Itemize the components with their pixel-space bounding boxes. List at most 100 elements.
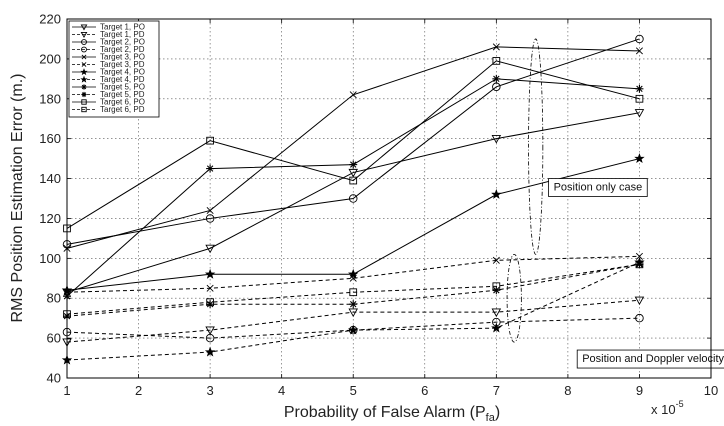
- legend-entry: Target 1, PO: [72, 23, 145, 32]
- legend-label: Target 3, PD: [100, 60, 145, 69]
- marker-star: [348, 324, 359, 335]
- x-axis-label-main: Probability of False Alarm (P: [284, 404, 486, 421]
- legend-label: Target 2, PO: [100, 38, 145, 47]
- series-line: [66, 112, 640, 293]
- y-tick-label: 100: [39, 251, 61, 266]
- series-line: [66, 317, 640, 339]
- x-tick-label: 6: [421, 383, 428, 398]
- x-tick-label: 5: [350, 383, 357, 398]
- marker-star: [491, 189, 502, 199]
- series-line: [66, 38, 640, 245]
- marker-x: [81, 62, 87, 67]
- marker-x: [206, 206, 214, 214]
- y-tick-label: 40: [47, 371, 61, 386]
- series-2: [62, 296, 645, 348]
- legend-entry: Target 6, PD: [72, 105, 145, 114]
- marker-asterisk: [81, 91, 87, 98]
- y-axis-label: RMS Position Estimation Error (m.): [9, 74, 26, 323]
- marker-square: [206, 298, 214, 307]
- marker-circle: [635, 34, 644, 44]
- marker-star: [204, 346, 216, 357]
- marker-x: [81, 54, 87, 60]
- x-axis-label: Probability of False Alarm (Pfa): [284, 404, 500, 424]
- annotation-box: [548, 178, 648, 197]
- legend-entry: Target 5, PD: [72, 90, 145, 99]
- marker-x-stroke: [492, 256, 500, 264]
- x-tick-label: 7: [493, 383, 500, 398]
- marker-triangle-down: [348, 308, 358, 318]
- x-axis-label-close: ): [495, 404, 500, 421]
- legend-label: Target 4, PD: [100, 75, 145, 84]
- marker-x-stroke: [635, 252, 643, 260]
- y-tick-label: 80: [47, 291, 61, 306]
- x-axis-multiplier: x 10-5: [651, 399, 684, 417]
- x-tick-label: 9: [636, 383, 643, 398]
- marker-circle: [635, 313, 644, 323]
- marker-square: [206, 136, 214, 145]
- marker-asterisk-stroke: [81, 92, 87, 97]
- marker-asterisk-stroke: [636, 261, 643, 268]
- annotation-label: Position and Doppler velocity case: [576, 349, 724, 369]
- series-line: [66, 299, 640, 343]
- legend-entry: Target 2, PD: [72, 45, 145, 54]
- legend-label: Target 1, PO: [100, 23, 145, 32]
- marker-square: [81, 106, 87, 113]
- marker-asterisk-stroke: [206, 300, 214, 308]
- legend-label: Target 4, PO: [100, 68, 145, 77]
- series-line: [66, 60, 640, 229]
- legend-label: Target 5, PD: [100, 90, 145, 99]
- marker-square: [349, 288, 358, 297]
- marker-x: [635, 252, 643, 260]
- marker-x-stroke: [81, 62, 87, 67]
- marker-square: [349, 176, 358, 185]
- marker-triangle-down: [80, 24, 88, 31]
- marker-x: [206, 284, 214, 292]
- plot-area: [67, 19, 711, 378]
- marker-triangle-down: [634, 109, 645, 118]
- legend-label: Target 1, PD: [100, 30, 145, 39]
- marker-x-stroke: [349, 91, 357, 99]
- marker-square: [635, 94, 644, 103]
- x-tick-label: 3: [206, 383, 213, 398]
- marker-asterisk: [635, 260, 644, 269]
- marker-triangle-down: [205, 326, 215, 336]
- marker-star: [348, 268, 359, 279]
- marker-asterisk-stroke: [493, 287, 500, 294]
- marker-circle: [81, 39, 87, 45]
- marker-circle: [205, 333, 215, 343]
- marker-asterisk: [349, 300, 358, 309]
- x-axis-label-subscript: fa: [486, 412, 496, 424]
- x-tick-label: 2: [135, 383, 142, 398]
- legend-entry: Target 3, PO: [72, 53, 145, 62]
- marker-x: [635, 47, 643, 55]
- marker-circle: [81, 46, 87, 53]
- series-line: [66, 263, 640, 315]
- annotation-text: Position and Doppler velocity case: [582, 353, 724, 365]
- marker-asterisk: [206, 300, 215, 309]
- x-multiplier-exponent: -5: [676, 399, 684, 409]
- marker-x-stroke: [206, 284, 214, 292]
- marker-asterisk-stroke: [493, 75, 500, 83]
- series-line: [66, 263, 640, 317]
- legend-entry: Target 2, PO: [72, 38, 145, 47]
- legend-label: Target 3, PO: [100, 53, 145, 62]
- annotation-label: Position only case: [548, 178, 648, 197]
- legend-entry: Target 6, PO: [72, 98, 145, 107]
- marker-x-stroke: [635, 47, 643, 55]
- marker-asterisk: [81, 84, 87, 90]
- marker-star: [204, 268, 216, 279]
- plot-frame: [66, 18, 712, 379]
- legend-entry: Target 3, PD: [72, 60, 145, 69]
- marker-square: [492, 282, 501, 291]
- marker-asterisk: [349, 160, 358, 169]
- annotation-box: [576, 349, 724, 369]
- marker-circle: [492, 82, 501, 92]
- annotations: Position only case Position and Doppler v…: [506, 38, 724, 369]
- marker-square: [492, 57, 501, 65]
- y-tick-label: 200: [39, 51, 61, 66]
- y-tick-label: 120: [39, 211, 61, 226]
- marker-circle: [205, 214, 215, 223]
- marker-x-stroke: [492, 43, 500, 51]
